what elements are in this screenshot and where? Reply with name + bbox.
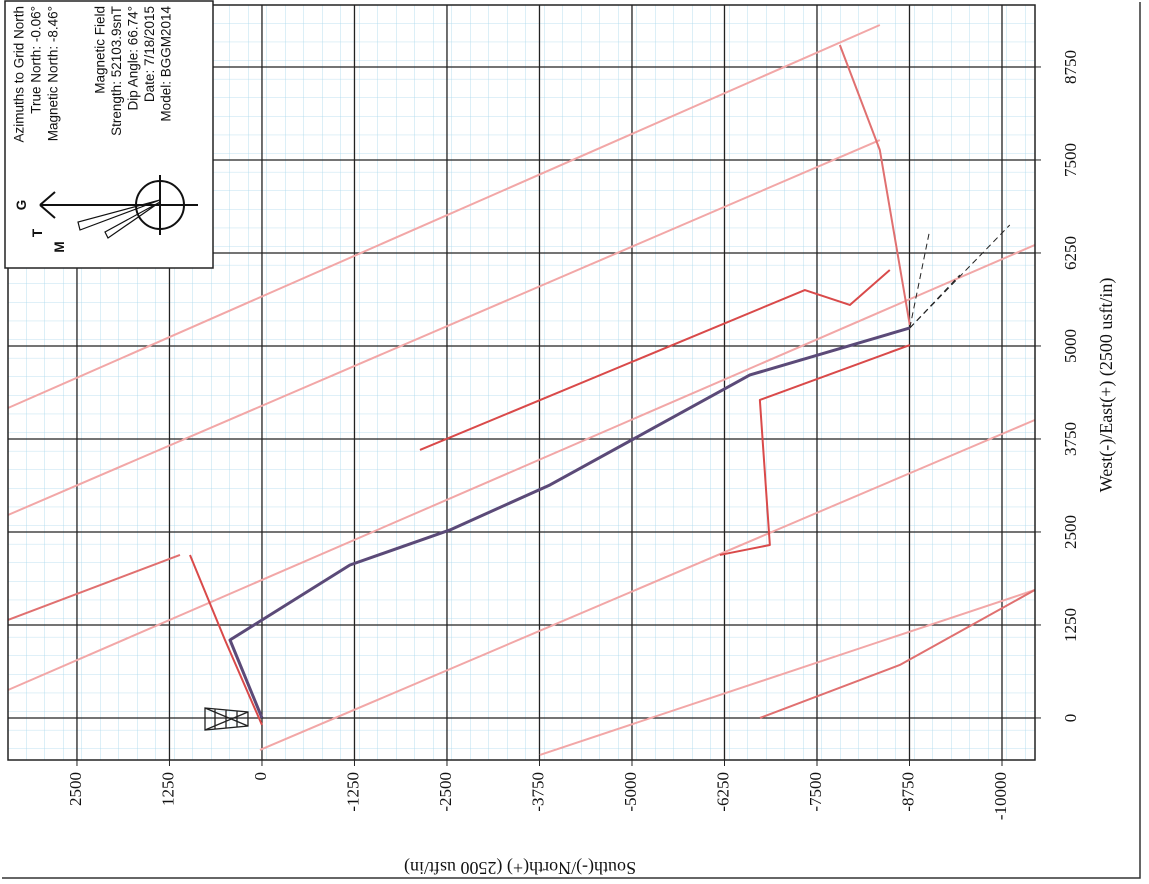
grid	[8, 5, 1035, 760]
magnetic-note: Strength: 52103.9snT	[109, 6, 124, 136]
well-path	[189, 554, 263, 726]
compass-t: T	[30, 228, 45, 237]
y-tick-label: 7500	[1061, 143, 1080, 177]
azimuth-note: Azimuths to Grid North	[12, 6, 27, 143]
x-tick-label: -7500	[806, 772, 825, 812]
north-box: G T M Azimuths to Grid North True North: …	[4, 0, 214, 269]
azimuth-note: True North: -0.06°	[29, 6, 44, 114]
azimuth-note: Magnetic North: -8.46°	[46, 6, 61, 141]
plot-frame	[7, 4, 1036, 761]
x-tick-label: -2500	[436, 772, 455, 812]
well-path	[259, 419, 1036, 751]
well-path	[7, 244, 1036, 691]
box-frame	[4, 0, 214, 269]
y-tick-label: 8750	[1061, 50, 1080, 84]
x-tick-label: -8750	[898, 772, 917, 812]
x-tick-label: -1250	[343, 772, 362, 812]
well-path	[909, 274, 961, 329]
magnetic-note: Magnetic Field	[93, 6, 108, 94]
x-tick-label: -5000	[621, 772, 640, 812]
well-path	[7, 554, 181, 621]
y-tick-label: 5000	[1061, 329, 1080, 363]
well-path	[419, 269, 891, 451]
compass-g: G	[14, 200, 29, 211]
well-path	[7, 139, 881, 516]
compass-m: M	[52, 241, 67, 252]
y-tick-label: 0	[1061, 714, 1080, 723]
magnetic-note: Model: BGGM2014	[159, 6, 174, 122]
well-path	[228, 326, 911, 719]
well-path	[838, 44, 911, 326]
x-tick-label: 1250	[158, 772, 177, 806]
y-tick-label: 2500	[1061, 515, 1080, 549]
y-tick-label: 6250	[1061, 236, 1080, 270]
well-path	[909, 229, 931, 329]
series	[7, 24, 1036, 756]
well-path	[759, 589, 1036, 719]
rig-symbol	[204, 707, 249, 731]
y-tick-label: 1250	[1061, 608, 1080, 642]
x-tick-label: 0	[251, 772, 270, 781]
x-tick-label: -3750	[528, 772, 547, 812]
x-tick-label: 2500	[66, 772, 85, 806]
x-tick-label: -6250	[713, 772, 732, 812]
y-tick-label: 3750	[1061, 422, 1080, 456]
x-axis-label: South(-)/North(+) (2500 usft/in)	[404, 857, 636, 878]
compass	[39, 175, 198, 239]
well-path	[719, 344, 911, 556]
well-path	[539, 589, 1036, 756]
x-tick-label: -10000	[991, 772, 1010, 820]
magnetic-note: Dip Angle: 66.74°	[126, 6, 141, 110]
y-axis-label: West(-)/East(+) (2500 usft/in)	[1096, 278, 1117, 493]
magnetic-note: Date: 7/18/2015	[142, 6, 157, 102]
well-path	[7, 24, 881, 409]
